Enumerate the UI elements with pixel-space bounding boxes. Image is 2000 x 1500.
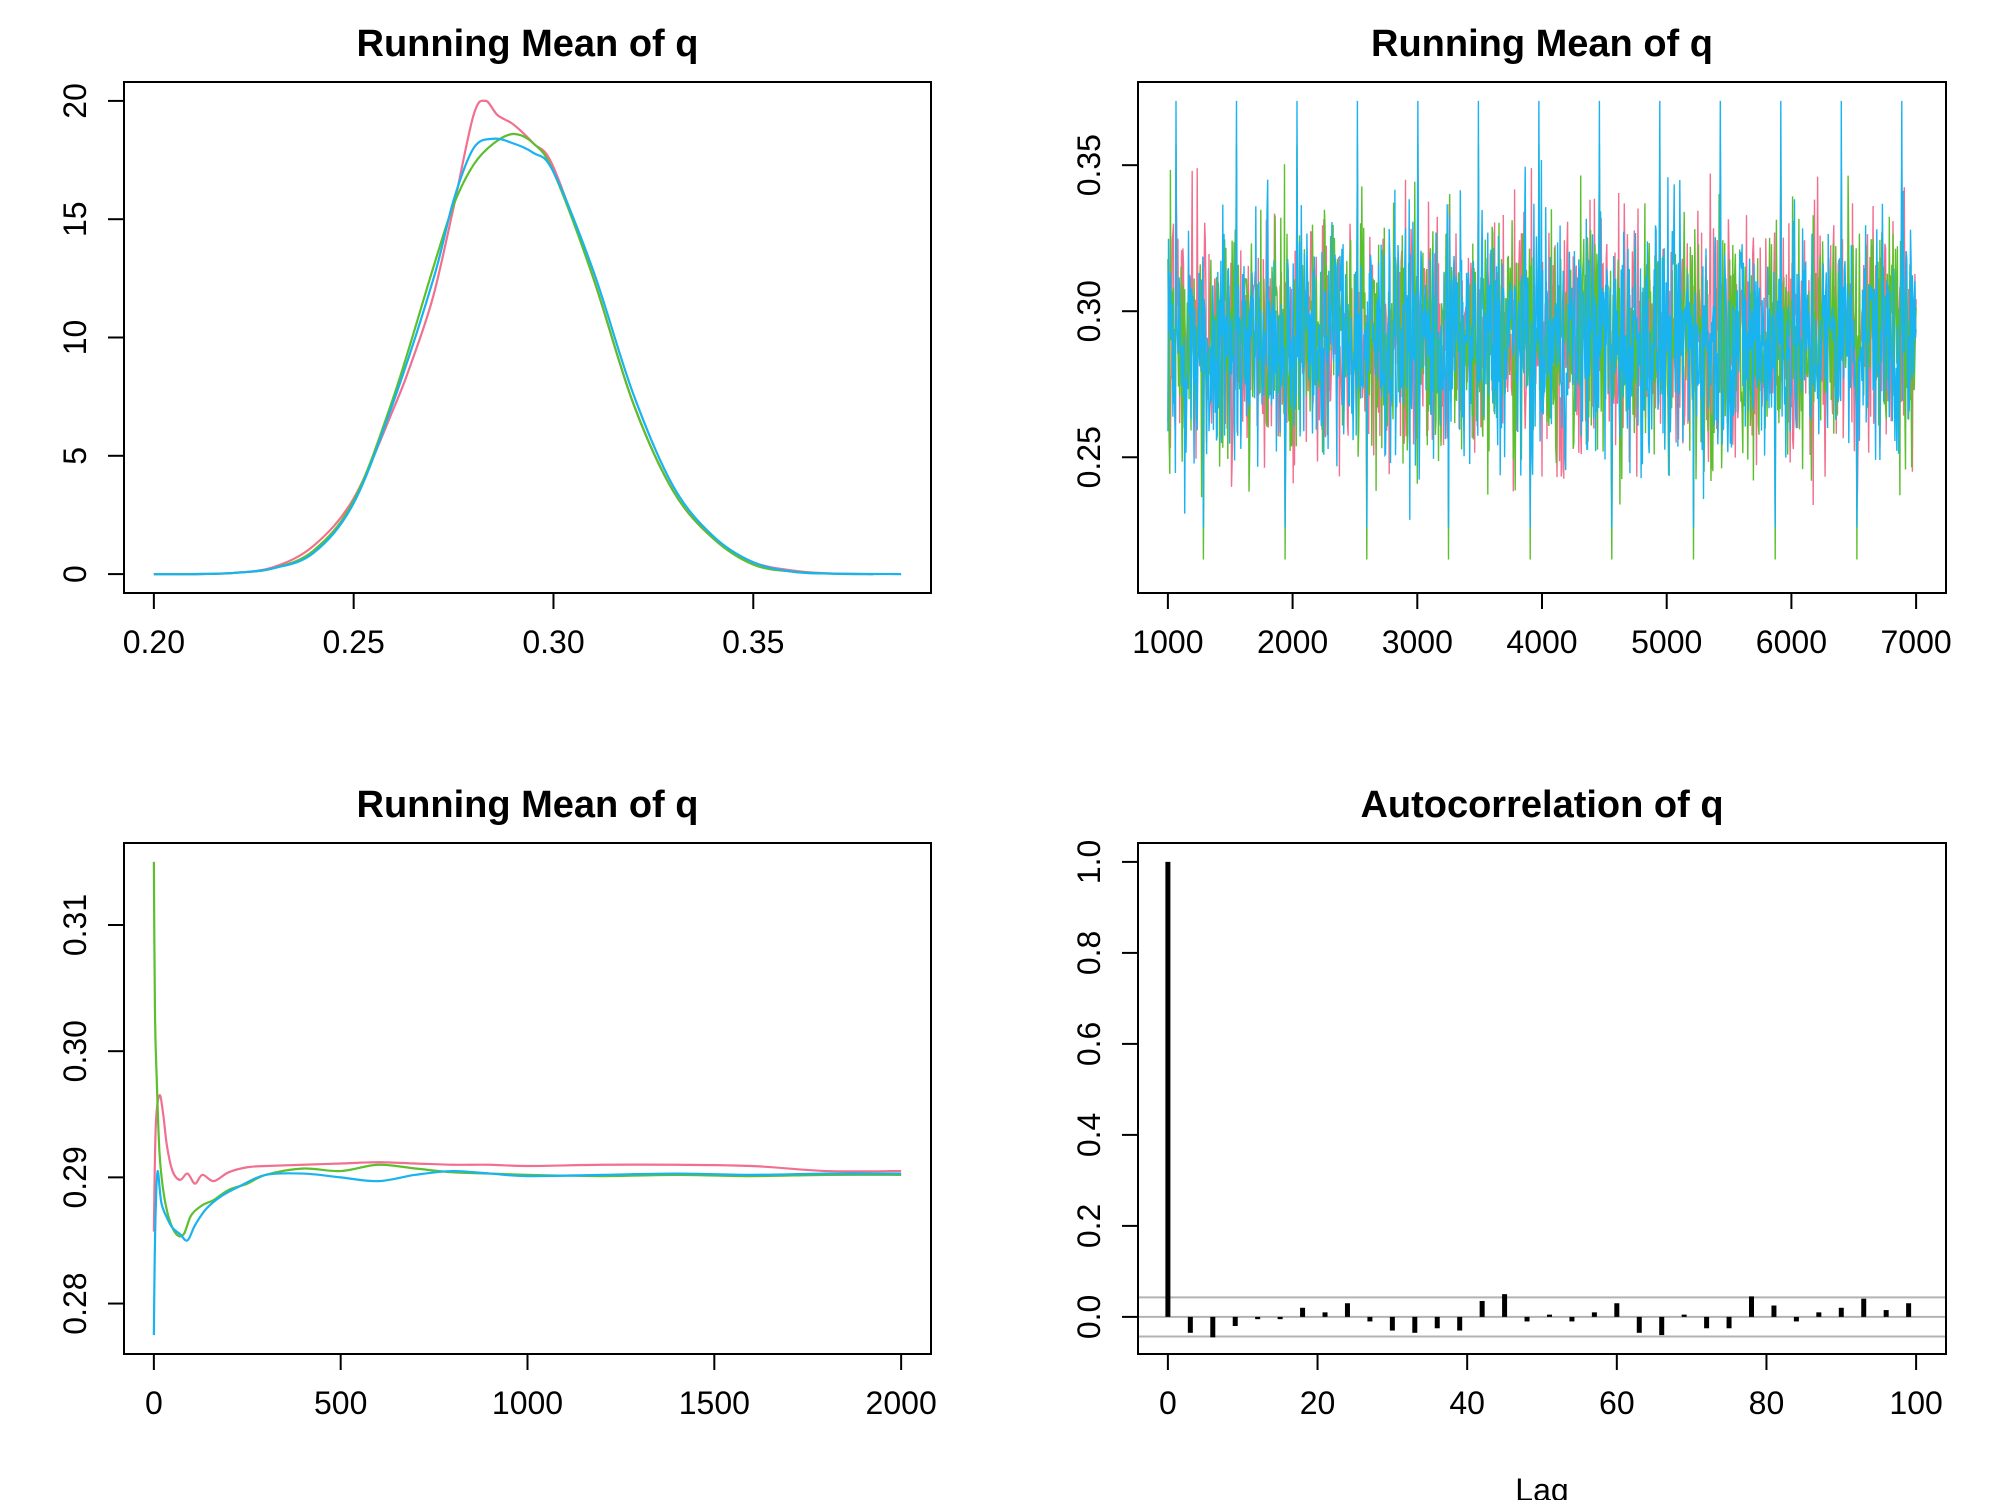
x-tick-label: 4000 [1506,624,1577,660]
chart-title: Running Mean of q [1371,23,1713,65]
x-axis: 0 20 40 60 80 100 Lag [1159,1353,1943,1500]
x-axis: 0.20 0.25 0.30 0.35 [123,592,784,660]
x-axis: 0 500 1000 1500 2000 [145,1353,937,1421]
x-tick-label: 0.30 [522,624,584,660]
panel-trace: Running Mean of q 1000 2000 3000 4000 5000 600… [1071,23,1952,660]
y-tick-label: 0.28 [57,1272,93,1334]
y-tick-label: 0.35 [1071,134,1107,196]
series-line-1 [152,1094,902,1232]
y-tick-label: 0.29 [57,1146,93,1208]
chart-title: Running Mean of q [357,23,699,65]
y-tick-label: 0.31 [57,894,93,956]
x-tick-label: 60 [1599,1385,1635,1421]
plot-frame [123,81,932,594]
x-tick-label: 0 [1159,1385,1177,1421]
x-tick-label: 6000 [1756,624,1827,660]
y-tick-label: 5 [57,447,93,465]
y-tick-label: 1.0 [1071,840,1107,884]
x-tick-label: 1000 [1132,624,1203,660]
y-tick-label: 0.30 [1071,280,1107,342]
y-tick-label: 0.25 [1071,426,1107,488]
y-tick-label: 0.6 [1071,1022,1107,1066]
chart-title: Autocorrelation of q [1360,784,1723,826]
y-tick-label: 20 [57,83,93,119]
plot-area [152,861,902,1336]
y-tick-label: 15 [57,201,93,237]
x-tick-label: 80 [1749,1385,1785,1421]
plot-frame [1137,842,1947,1355]
chart-title: Running Mean of q [357,784,699,826]
x-tick-label: 5000 [1631,624,1702,660]
y-tick-label: 10 [57,320,93,356]
x-tick-label: 0 [145,1385,163,1421]
series-line-1 [153,99,874,576]
x-tick-label: 40 [1449,1385,1485,1421]
panel-acf: Autocorrelation of q0 20 40 60 80 100Lag0.00.… [1071,784,1947,1500]
x-tick-label: 7000 [1881,624,1952,660]
x-tick-label: 2000 [1257,624,1328,660]
series-line-3 [152,1169,902,1336]
y-tick-label: 0.2 [1071,1204,1107,1248]
x-tick-label: 20 [1300,1385,1336,1421]
x-tick-label: 100 [1889,1385,1942,1421]
x-axis: 1000 2000 3000 4000 5000 6000 7000 [1132,592,1952,660]
plot-area [1139,861,1945,1338]
plot-area [1167,100,1917,560]
x-tick-label: 2000 [866,1385,937,1421]
y-tick-label: 0.0 [1071,1295,1107,1339]
x-tick-label: 0.25 [323,624,385,660]
y-axis: 0 5 10 15 20 [57,83,125,583]
x-tick-label: 1000 [492,1385,563,1421]
panel-density: Running Mean of q 0.20 0.25 0.30 0.35 0 5 10 15 2… [57,23,932,660]
series-line-2 [153,132,874,576]
series-line-3 [153,137,902,576]
x-tick-label: 3000 [1382,624,1453,660]
x-tick-label: 0.35 [722,624,784,660]
y-tick-label: 0.4 [1071,1113,1107,1157]
y-axis: 0.0 0.2 0.4 0.6 0.8 1.0 [1071,840,1139,1339]
series-line-2 [152,861,902,1238]
x-tick-label: 500 [314,1385,367,1421]
plot-frame [123,842,932,1355]
plot-area [153,99,902,576]
y-tick-label: 0 [57,565,93,583]
panel-running-mean: Running Mean of q0 500 1000 1500 20000.280.2… [57,784,937,1421]
trace-line-3 [1167,100,1917,528]
y-tick-label: 0.30 [57,1020,93,1082]
y-axis: 0.25 0.30 0.35 [1071,134,1139,488]
y-tick-label: 0.8 [1071,931,1107,975]
x-axis-label: Lag [1515,1472,1568,1500]
y-axis: 0.28 0.29 0.30 0.31 [57,894,125,1335]
x-tick-label: 1500 [679,1385,750,1421]
x-tick-label: 0.20 [123,624,185,660]
